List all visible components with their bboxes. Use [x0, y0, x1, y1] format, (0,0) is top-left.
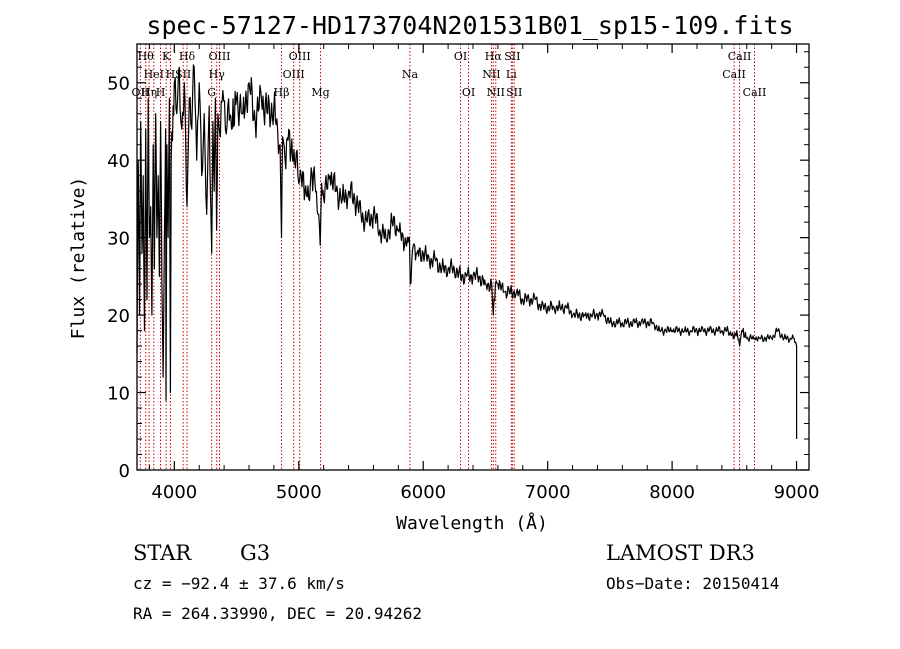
- line-label-7: Hδ: [179, 50, 196, 63]
- line-label-27: CaII: [743, 86, 767, 99]
- spectrum-series-line: [136, 64, 798, 439]
- spectral-line-labels: OIIHθHηHeIHKHHδSIIGHγOIIIHβOIIIOIIIMgNaO…: [132, 50, 767, 99]
- line-label-4: H: [156, 86, 166, 99]
- y-axis-label: Flux (relative): [68, 177, 89, 340]
- line-label-18: OI: [462, 86, 475, 99]
- velocity-readout: cz = −92.4 ± 37.6 km/s: [133, 574, 345, 593]
- line-label-24: SII: [506, 86, 522, 99]
- line-label-14: OIII: [289, 50, 311, 63]
- line-label-10: Hγ: [209, 68, 226, 81]
- x-axis-label: Wavelength (Å): [396, 512, 548, 534]
- line-label-26: CaII: [728, 50, 752, 63]
- y-tick-label-30: 30: [107, 229, 130, 250]
- y-tick-label-0: 0: [119, 461, 130, 482]
- line-label-17: OI: [454, 50, 467, 63]
- chart-title: spec-57127-HD173704N201531B01_sp15-109.f…: [146, 11, 793, 40]
- line-label-1: Hθ: [138, 50, 155, 63]
- spectral-line-markers: [139, 44, 755, 470]
- y-tick-label-40: 40: [107, 151, 130, 172]
- line-label-16: Na: [402, 68, 419, 81]
- line-label-2: Hη: [141, 86, 157, 99]
- y-axis-ticks: 0 10 20 30 40 50: [107, 51, 809, 482]
- coordinates: RA = 264.33990, DEC = 20.94262: [133, 604, 422, 623]
- survey-name: LAMOST DR3: [606, 541, 755, 565]
- line-label-15: Mg: [311, 86, 329, 99]
- y-tick-label-20: 20: [107, 306, 130, 327]
- line-label-5: K: [162, 50, 171, 63]
- line-label-3: HeI: [144, 68, 164, 81]
- x-tick-label-8000: 8000: [649, 482, 695, 503]
- line-label-25: CaII: [722, 68, 746, 81]
- y-tick-label-10: 10: [107, 384, 130, 405]
- y-tick-label-50: 50: [107, 74, 130, 95]
- line-label-22: Li: [506, 68, 517, 81]
- x-tick-label-9000: 9000: [774, 482, 820, 503]
- x-axis-ticks: 4000 5000 6000 7000 8000 9000: [148, 44, 820, 503]
- line-label-23: SII: [504, 50, 520, 63]
- line-label-8: SII: [175, 68, 191, 81]
- obs-date: Obs−Date: 20150414: [606, 574, 779, 593]
- line-label-12: Hβ: [274, 86, 290, 99]
- line-label-20: Hα: [485, 50, 503, 63]
- line-label-13: OIII: [283, 68, 305, 81]
- line-label-19: NII: [482, 68, 500, 81]
- line-label-9: G: [207, 86, 216, 99]
- x-tick-label-7000: 7000: [525, 482, 571, 503]
- x-tick-label-5000: 5000: [276, 482, 322, 503]
- object-subclass: G3: [240, 541, 270, 565]
- line-label-0: OII: [132, 86, 150, 99]
- line-label-6: H: [166, 68, 176, 81]
- line-label-11: OIII: [208, 50, 230, 63]
- object-class: STAR: [133, 541, 192, 565]
- x-tick-label-6000: 6000: [400, 482, 446, 503]
- line-label-21: NII: [487, 86, 505, 99]
- x-tick-label-4000: 4000: [151, 482, 197, 503]
